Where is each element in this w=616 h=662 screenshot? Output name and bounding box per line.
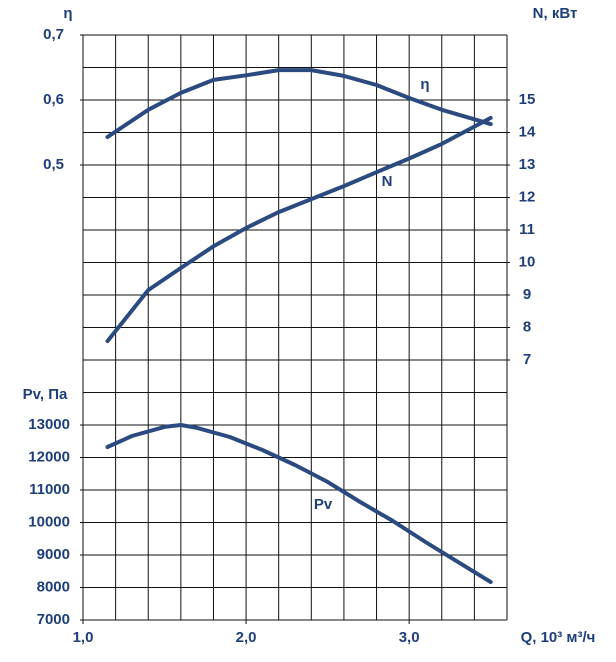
eta-axis-label: η — [63, 5, 72, 22]
yticks-label: 10000 — [28, 513, 70, 530]
y3ticks-label: 0,6 — [43, 91, 64, 108]
x-tick-label: 1,0 — [73, 629, 94, 646]
y2ticks-label: 14 — [519, 123, 536, 140]
curve — [105, 68, 493, 139]
curve-label: N — [382, 173, 393, 190]
y2ticks-label: 15 — [519, 91, 536, 108]
x-axis-label: Q, 10³ м³/ч — [521, 629, 596, 646]
y2ticks-label: 10 — [519, 253, 536, 270]
curve-label: η — [420, 76, 429, 93]
curve — [105, 423, 493, 584]
x-tick-label: 3,0 — [399, 629, 420, 646]
y2ticks-label: 12 — [519, 188, 536, 205]
y2ticks-label: 9 — [523, 286, 531, 303]
yticks-label: 7000 — [37, 611, 70, 628]
y2ticks-label: 8 — [523, 318, 531, 335]
yticks-label: 8000 — [37, 578, 70, 595]
y3ticks-label: 0,7 — [43, 26, 64, 43]
yticks-label: 13000 — [28, 416, 70, 433]
y2ticks-label: 7 — [523, 351, 531, 368]
y3ticks-label: 0,5 — [43, 156, 64, 173]
yticks-label: 12000 — [28, 448, 70, 465]
y2ticks-label: 11 — [519, 221, 535, 238]
n-axis-label: N, кВт — [533, 5, 578, 22]
curve — [105, 115, 493, 344]
y2ticks-label: 13 — [519, 156, 536, 173]
curve-label: Pv — [314, 496, 333, 513]
x-tick-label: 2,0 — [236, 629, 257, 646]
pv-axis-label: Pv, Па — [23, 386, 68, 403]
yticks-label: 9000 — [37, 546, 70, 563]
yticks-label: 11000 — [29, 481, 70, 498]
